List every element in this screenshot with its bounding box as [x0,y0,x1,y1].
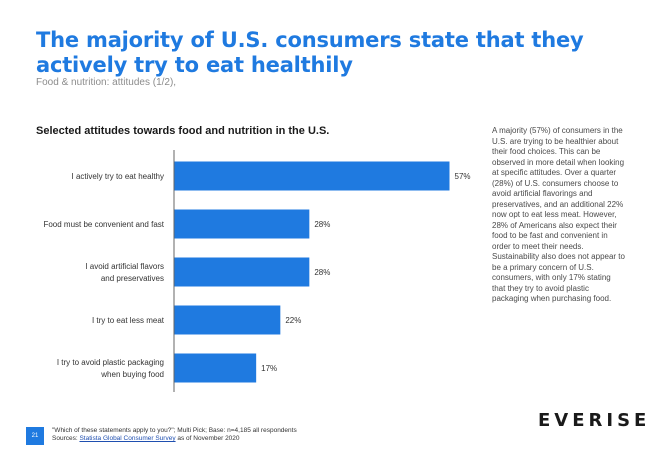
chart-title: Selected attitudes towards food and nutr… [36,125,330,137]
category-label-3-line-1: I avoid artificial flavors [85,262,164,271]
sources-suffix: as of November 2020 [175,435,240,442]
footnote-sources: Sources: Statista Global Consumer Survey… [52,435,297,443]
bar-4 [174,305,281,335]
bar-2 [174,209,310,239]
summary-text: A majority (57%) of consumers in the U.S… [492,126,625,303]
category-label-5-line-2: when buying food [100,370,164,379]
category-label-1: I actively try to eat healthy [72,172,165,181]
source-link[interactable]: Statista Global Consumer Survey [79,435,176,442]
bar-chart: 57% I actively try to eat healthy 28% Food … [30,150,475,405]
sources-prefix: Sources: [52,435,80,442]
bar-5 [174,353,257,383]
bar-value-label-1: 57% [455,172,471,181]
footnote: "Which of these statements apply to you?… [52,427,297,443]
category-label-5-line-1: I try to avoid plastic packaging [57,358,164,367]
bar-value-label-2: 28% [314,220,330,229]
page-subtitle: Food & nutrition: attitudes (1/2), [36,77,177,88]
bar-1 [174,161,450,191]
footnote-question: "Which of these statements apply to you?… [52,427,297,434]
page-number: 21 [26,427,44,445]
category-label-3-line-2: and preservatives [101,274,164,283]
category-label-2: Food must be convenient and fast [43,220,164,229]
bar-3 [174,257,310,287]
bar-value-label-3: 28% [314,268,330,277]
bar-value-label-5: 17% [261,364,277,373]
page-title: The majority of U.S. consumers state tha… [36,28,584,77]
category-label-4: I try to eat less meat [92,316,165,325]
brand-logo: EVERISE [538,410,651,431]
bar-value-label-4: 22% [285,316,301,325]
chart-svg: 57% I actively try to eat healthy 28% Food … [43,150,471,392]
